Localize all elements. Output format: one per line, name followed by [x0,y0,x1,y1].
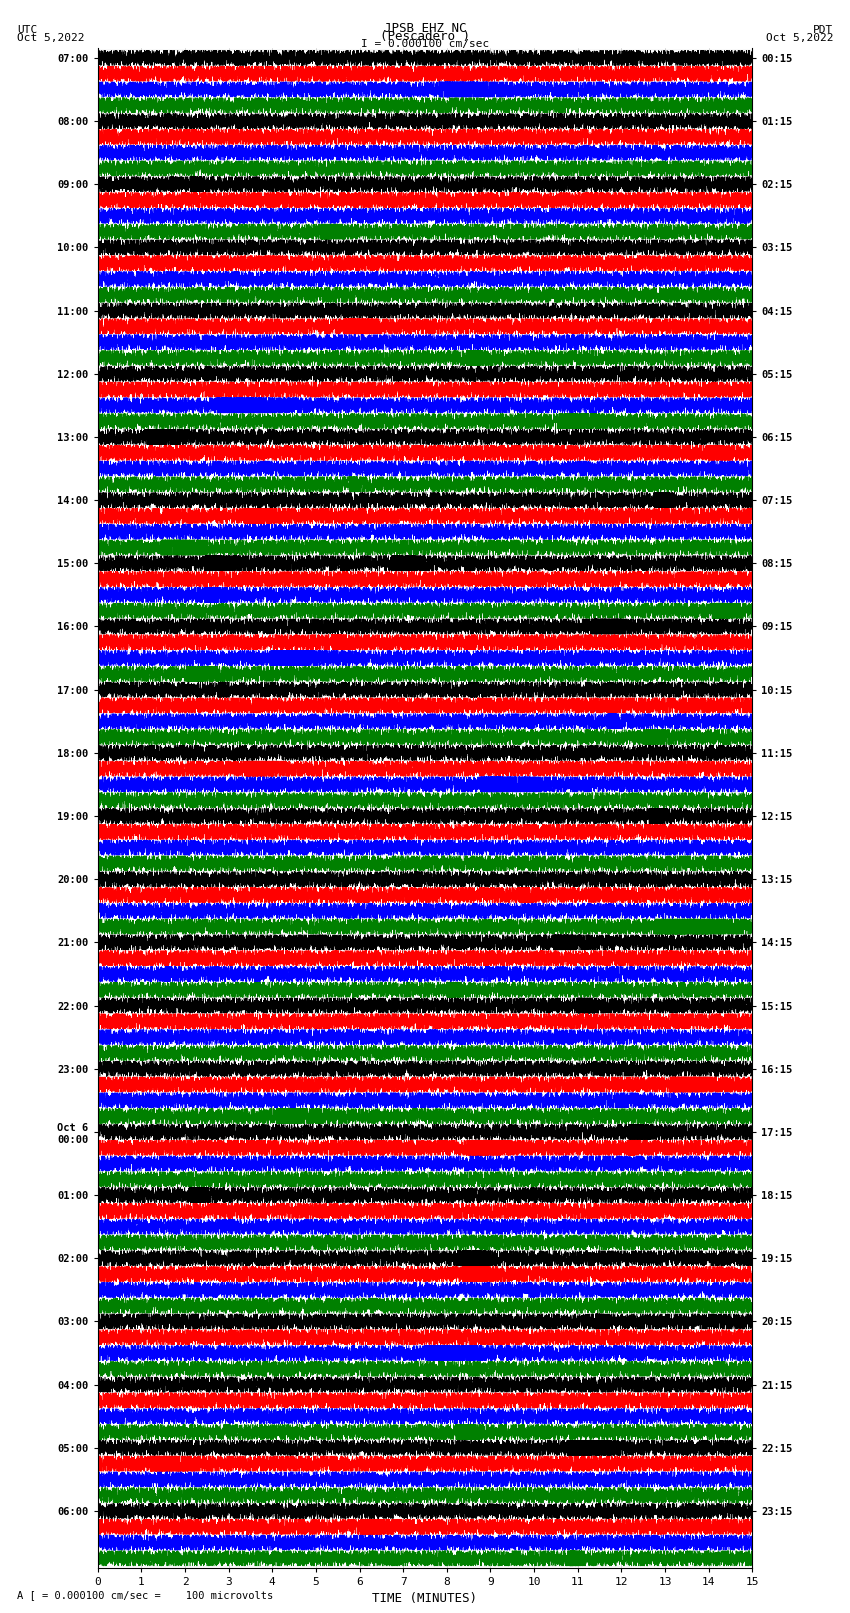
Text: UTC: UTC [17,24,37,35]
X-axis label: TIME (MINUTES): TIME (MINUTES) [372,1592,478,1605]
Text: JPSB EHZ NC: JPSB EHZ NC [383,21,467,35]
Text: I = 0.000100 cm/sec: I = 0.000100 cm/sec [361,39,489,50]
Text: (Pescadero ): (Pescadero ) [380,29,470,44]
Text: Oct 5,2022: Oct 5,2022 [766,32,833,44]
Text: A [ = 0.000100 cm/sec =    100 microvolts: A [ = 0.000100 cm/sec = 100 microvolts [17,1590,273,1600]
Text: Oct 5,2022: Oct 5,2022 [17,32,84,44]
Text: PDT: PDT [813,24,833,35]
